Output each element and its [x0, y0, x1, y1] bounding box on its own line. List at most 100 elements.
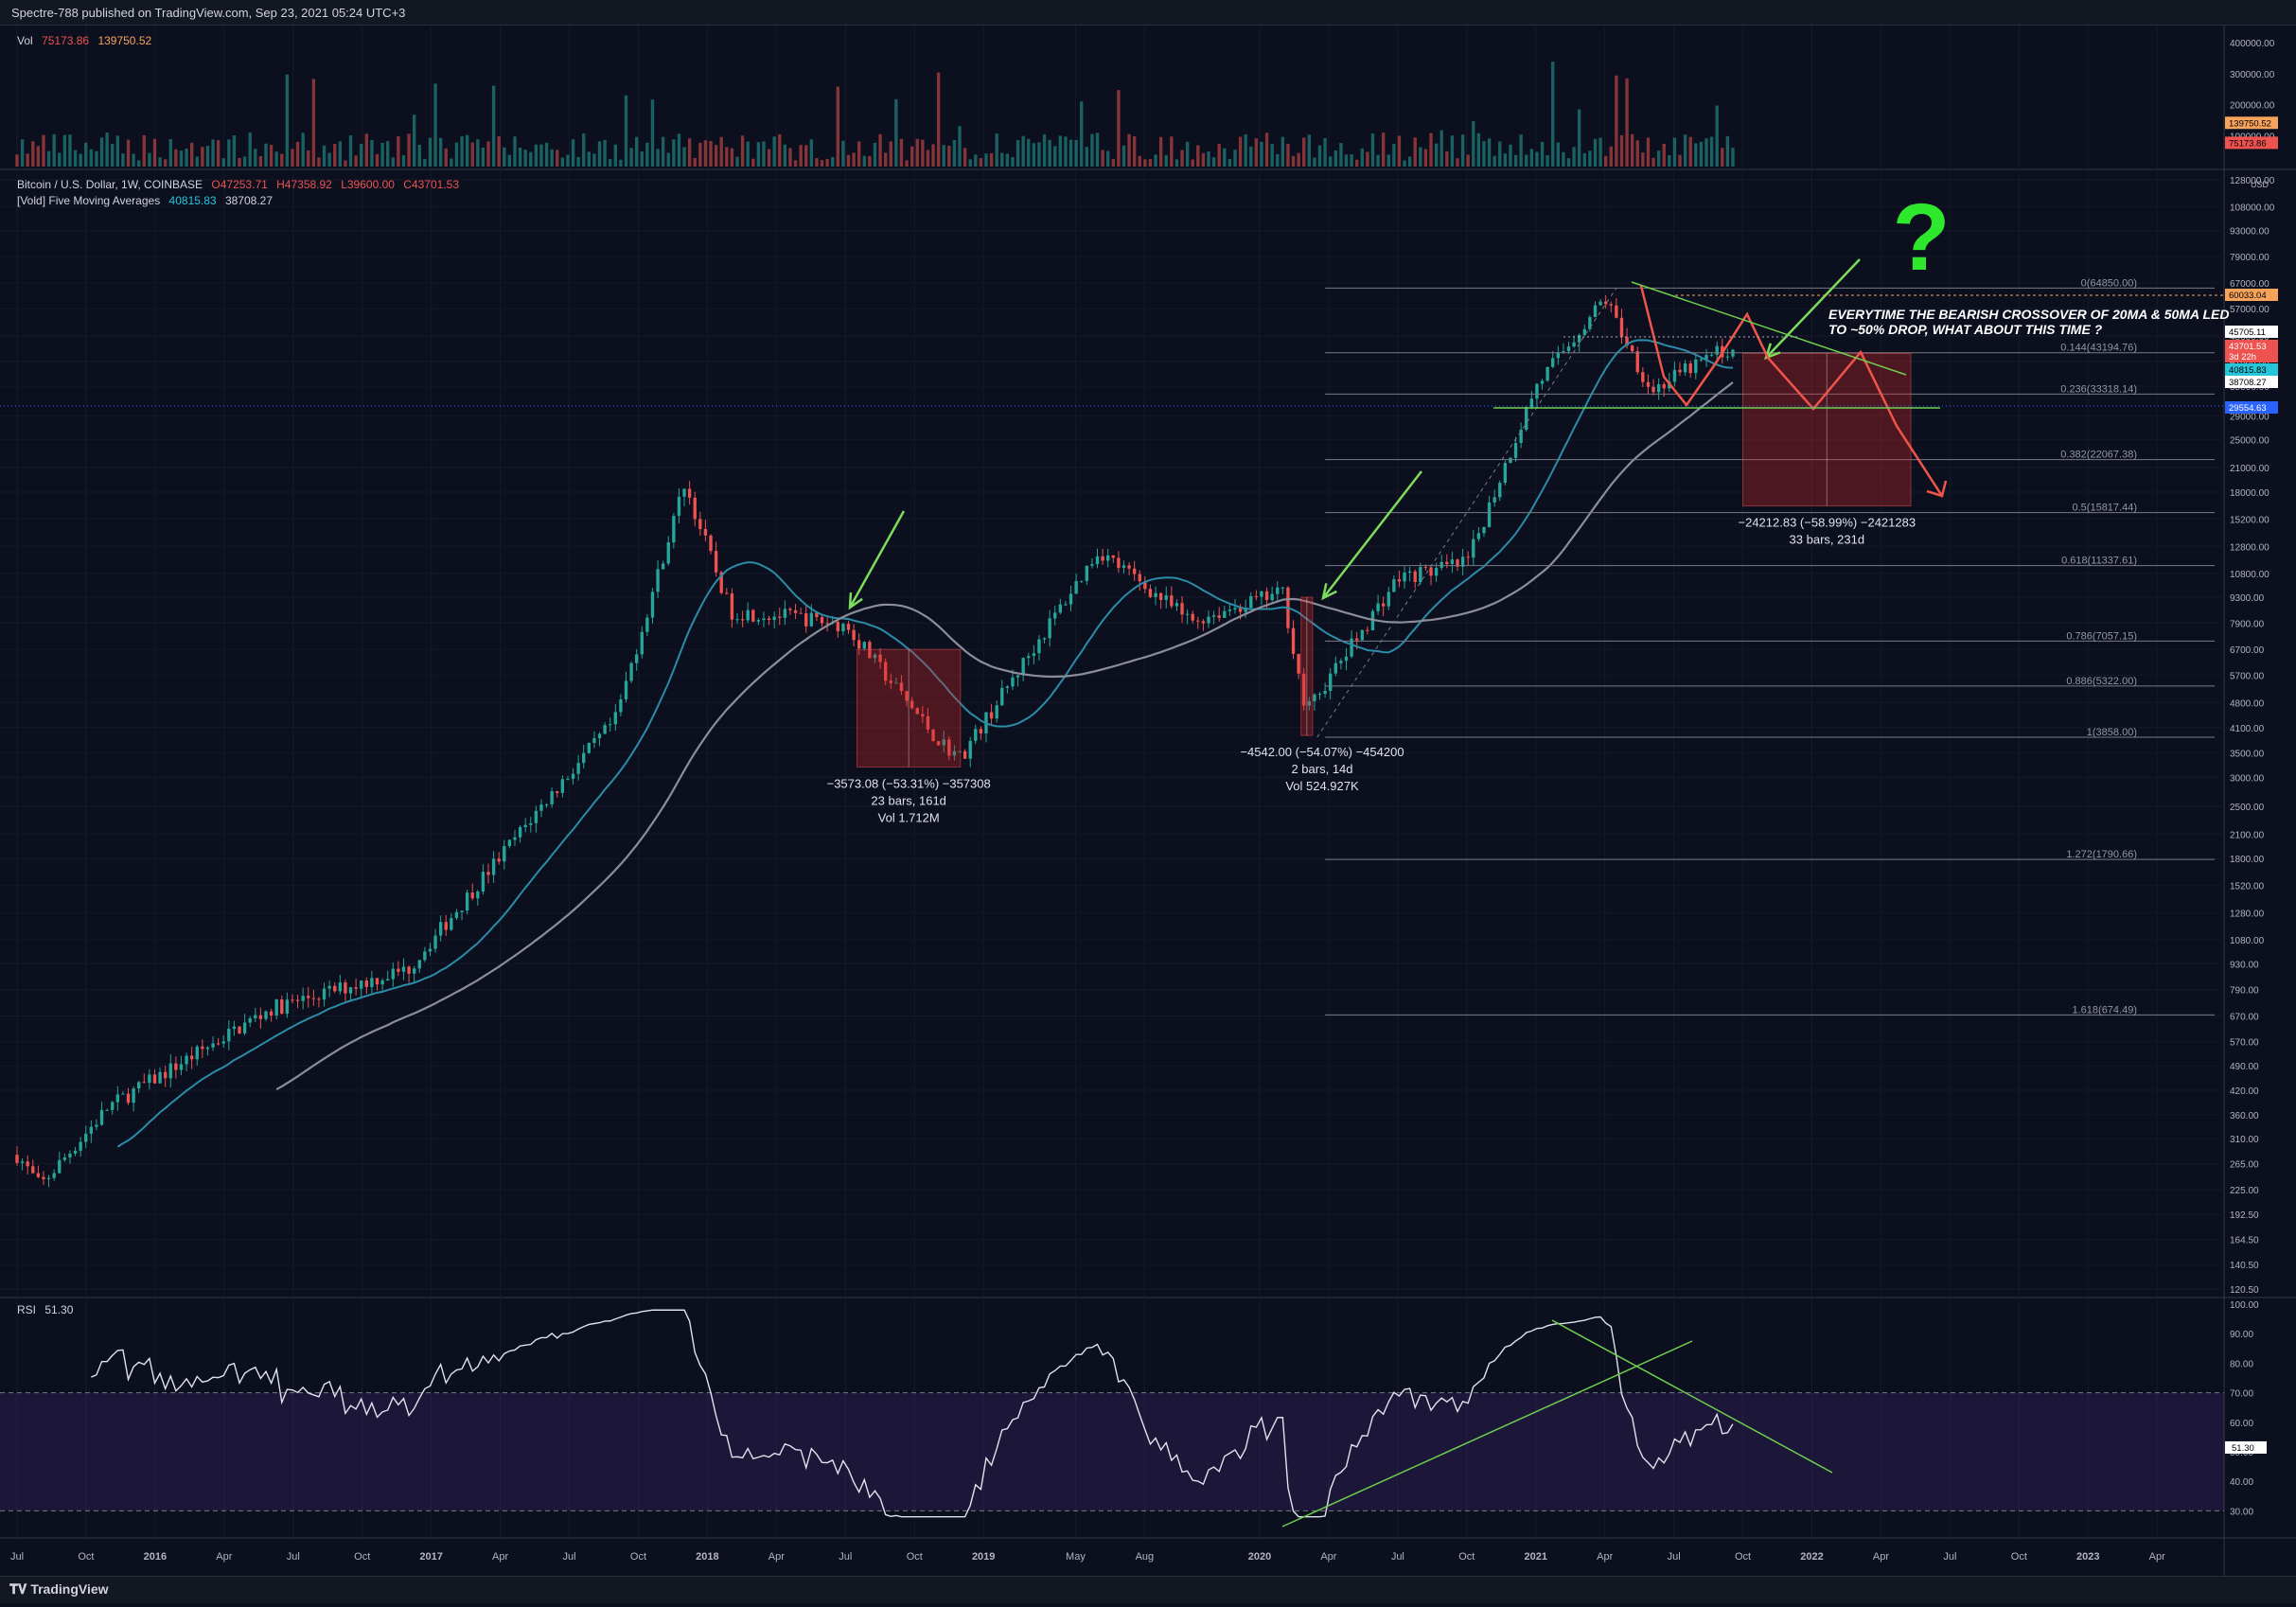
- volume-bar: [15, 154, 19, 167]
- price-badge-text: 40815.83: [2229, 365, 2267, 376]
- tradingview-logo[interactable]: 𝐓𝐕 TradingView: [9, 1581, 109, 1598]
- rsi-axis-label: 30.00: [2230, 1507, 2253, 1517]
- candle-body: [189, 1055, 194, 1060]
- time-axis-label: 2018: [696, 1551, 718, 1563]
- volume-bar: [1450, 135, 1455, 167]
- candle: [1276, 580, 1280, 603]
- candle: [1207, 609, 1210, 628]
- candle: [1260, 591, 1263, 606]
- candle-body: [1074, 580, 1078, 594]
- candle-body: [1407, 571, 1412, 573]
- candle: [201, 1039, 204, 1059]
- candle-body: [1201, 621, 1206, 624]
- candle: [1127, 562, 1131, 575]
- candle-body: [1339, 661, 1343, 663]
- candle-body: [1350, 638, 1353, 657]
- candle-body: [444, 922, 448, 930]
- candle-body: [778, 616, 782, 618]
- volume-badge-text: 139750.52: [2229, 118, 2271, 129]
- candle: [687, 481, 692, 505]
- candle-body: [587, 742, 592, 753]
- annotation-line-2: TO ~50% DROP, WHAT ABOUT THIS TIME ?: [1828, 322, 2103, 337]
- candle: [1540, 379, 1545, 390]
- candle: [1656, 378, 1661, 400]
- candle: [603, 722, 607, 734]
- candle: [497, 852, 501, 865]
- volume-bar: [883, 152, 888, 167]
- candle-body: [767, 618, 771, 620]
- fib-level-label: 0.618(11337.61): [2061, 556, 2137, 567]
- volume-bar: [640, 151, 644, 167]
- candle: [1117, 551, 1121, 574]
- candle: [1503, 460, 1508, 486]
- volume-bar: [1668, 155, 1671, 167]
- candle-body: [1280, 587, 1285, 589]
- time-axis-label: Oct: [630, 1551, 646, 1563]
- candle-body: [1529, 398, 1534, 408]
- candle-body: [989, 712, 994, 719]
- candle-body: [687, 488, 692, 498]
- brand-name: TradingView: [30, 1581, 109, 1597]
- candle-body: [1005, 686, 1010, 688]
- candle: [1519, 422, 1523, 449]
- volume-bar: [709, 140, 713, 167]
- candle: [486, 863, 490, 884]
- candle-body: [1603, 301, 1608, 305]
- volume-bar: [1191, 159, 1194, 167]
- candle-body: [227, 1029, 231, 1042]
- candle: [73, 1146, 78, 1157]
- price-badge-bg: [2225, 289, 2278, 301]
- candle: [1280, 586, 1285, 594]
- volume-bar: [677, 133, 681, 167]
- candle: [576, 754, 580, 781]
- volume-bar: [216, 140, 221, 167]
- volume-bar: [360, 144, 363, 167]
- candle-body: [476, 891, 480, 899]
- volume-bar: [1403, 160, 1406, 167]
- measure-volume-label: Vol 1.712M: [878, 810, 940, 824]
- volume-bar: [1254, 138, 1259, 167]
- volume-bar: [1419, 147, 1422, 167]
- candle-body: [460, 910, 464, 912]
- volume-bar: [597, 141, 602, 167]
- volume-bar: [1609, 146, 1613, 167]
- candle: [507, 839, 512, 849]
- volume-bar: [1721, 148, 1724, 167]
- volume-bar: [592, 153, 596, 167]
- candle: [963, 749, 967, 760]
- candle: [1582, 325, 1586, 337]
- candle: [68, 1150, 72, 1164]
- price-axis-label: 67000.00: [2230, 279, 2270, 290]
- volume-bar: [529, 151, 533, 167]
- candle-body: [1476, 533, 1481, 539]
- candle-body: [481, 872, 486, 892]
- candle-body: [465, 892, 469, 911]
- volume-bar: [725, 147, 729, 167]
- candle: [397, 961, 400, 977]
- price-badge: 29554.63: [2225, 401, 2278, 414]
- rsi-trendline-up: [1281, 1340, 1693, 1528]
- candle-body: [640, 631, 644, 655]
- candle: [1080, 580, 1084, 584]
- volume-bar: [989, 152, 994, 167]
- time-axis-label: Apr: [492, 1551, 508, 1563]
- volume-bar: [52, 133, 56, 167]
- volume-bar: [1625, 78, 1629, 167]
- symbol-name: Bitcoin / U.S. Dollar, 1W, COINBASE: [17, 178, 203, 191]
- candle-body: [799, 612, 803, 614]
- volume-bar: [1630, 133, 1634, 167]
- price-axis-label: 360.00: [2230, 1111, 2259, 1121]
- candle: [1672, 362, 1677, 387]
- candle-body: [291, 999, 294, 1001]
- candle: [1344, 647, 1349, 671]
- candle-body: [560, 779, 565, 793]
- volume-bar: [291, 149, 294, 167]
- candle-body: [544, 804, 549, 805]
- candle-body: [73, 1150, 78, 1154]
- candle-body: [1106, 555, 1110, 561]
- candle-body: [58, 1159, 62, 1174]
- candle-body: [15, 1155, 19, 1163]
- price-badge-text: 60033.04: [2229, 291, 2267, 301]
- time-axis-label: 2017: [419, 1551, 442, 1563]
